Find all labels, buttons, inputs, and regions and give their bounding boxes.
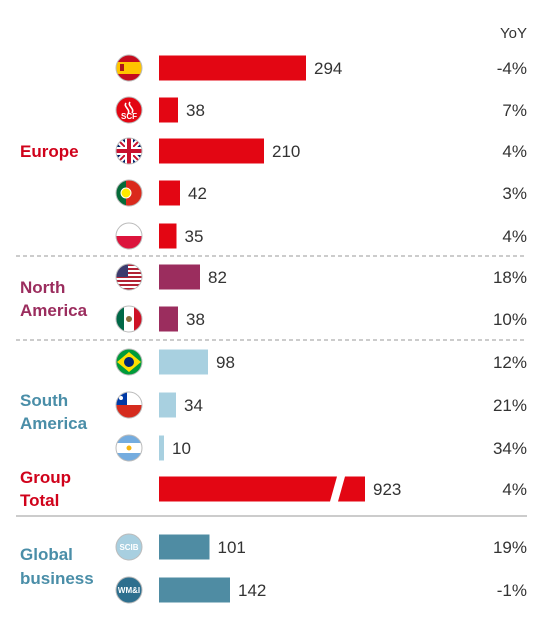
bar (159, 180, 180, 206)
argentina-flag-icon (115, 434, 143, 462)
value-label: 38 (186, 310, 205, 329)
value-label: 34 (184, 396, 203, 415)
yoy-value: 12% (493, 353, 527, 372)
wmi-badge-icon: WM&I (115, 576, 143, 604)
bar (159, 349, 208, 375)
yoy-value: -4% (497, 59, 527, 78)
brazil-flag-icon (115, 348, 143, 376)
value-label: 101 (218, 538, 246, 557)
value-label: 82 (208, 268, 227, 287)
portugal-flag-icon (115, 179, 143, 207)
value-label: 98 (216, 353, 235, 372)
yoy-value: 4% (502, 142, 527, 161)
region-label: Group (20, 468, 71, 487)
bar (159, 534, 210, 560)
region-label: Global (20, 545, 73, 564)
bar (159, 435, 164, 461)
value-label: 294 (314, 59, 342, 78)
yoy-value: 21% (493, 396, 527, 415)
value-label: 10 (172, 439, 191, 458)
yoy-value: 4% (502, 480, 527, 499)
bar (159, 577, 230, 603)
badge-label: SCF (121, 112, 137, 121)
region-label: North (20, 278, 65, 297)
bar (159, 306, 178, 332)
bar-group-total (159, 476, 365, 502)
bar-part (338, 476, 365, 502)
poland-flag-icon (115, 222, 143, 250)
bar (159, 97, 178, 123)
yoy-value: 10% (493, 310, 527, 329)
scib-badge-icon: SCIB (115, 533, 143, 561)
region-label: Europe (20, 142, 79, 161)
yoy-value: 18% (493, 268, 527, 287)
value-label: 35 (185, 227, 204, 246)
uk-flag-icon (115, 137, 143, 165)
region-label: America (20, 301, 88, 320)
bar (159, 264, 200, 290)
yoy-value: 4% (502, 227, 527, 246)
value-label: 923 (373, 480, 401, 499)
spain-flag-icon (115, 54, 143, 82)
santander-consumer-finance-icon: SCF (115, 96, 143, 124)
bar (159, 138, 264, 164)
value-label: 210 (272, 142, 300, 161)
region-label: business (20, 569, 94, 588)
yoy-value: 19% (493, 538, 527, 557)
bar-part (159, 476, 337, 502)
value-label: 38 (186, 101, 205, 120)
yoy-value: 3% (502, 184, 527, 203)
value-label: 142 (238, 581, 266, 600)
bar (159, 392, 176, 418)
badge-label: SCIB (119, 543, 138, 552)
region-label: America (20, 414, 88, 433)
mexico-flag-icon (115, 305, 143, 333)
yoy-value: 34% (493, 439, 527, 458)
usa-flag-icon (115, 263, 143, 291)
value-label: 42 (188, 184, 207, 203)
bar (159, 223, 177, 249)
chile-flag-icon (115, 391, 143, 419)
region-label: Total (20, 491, 59, 510)
region-label: South (20, 391, 68, 410)
badge-label: WM&I (118, 586, 140, 595)
yoy-value: 7% (502, 101, 527, 120)
bar (159, 55, 306, 81)
yoy-header: YoY (500, 25, 527, 42)
yoy-value: -1% (497, 581, 527, 600)
